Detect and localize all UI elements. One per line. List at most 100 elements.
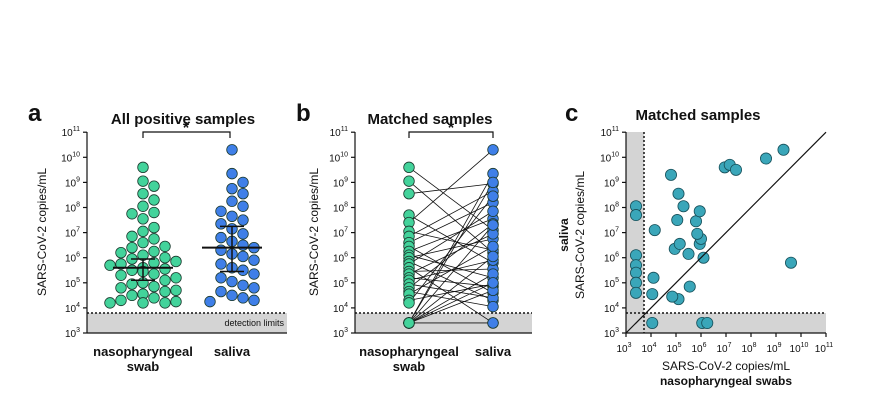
panel-a-point-saliva-28 xyxy=(248,282,260,294)
panel-b-pair-line-2 xyxy=(408,183,494,195)
panel-a-point-nasopharyngeal-23 xyxy=(115,258,127,270)
panel-b-category-nasopharyngeal: nasopharyngeal xyxy=(359,344,459,359)
panel-c-xtick-label-7: 107 xyxy=(716,342,731,355)
panel-c-point-33 xyxy=(777,143,790,156)
panel-b-pair-line-25 xyxy=(408,173,494,324)
panel-b-ytick-label-6: 106 xyxy=(333,252,348,265)
panel-c-title: Matched samples xyxy=(635,107,760,124)
panel-c-point-27 xyxy=(701,316,714,329)
panel-b-title: Matched samples xyxy=(367,111,492,128)
panel-c-xtick-label-8: 108 xyxy=(741,342,756,355)
panel-c-points xyxy=(630,143,798,329)
panel-c-point-20 xyxy=(666,290,679,303)
panel-a-point-nasopharyngeal-31 xyxy=(170,272,182,284)
panel-b-point-nasopharyngeal-32 xyxy=(403,317,415,329)
panel-c-point-4 xyxy=(630,266,643,279)
panel-a-ytick-label-6: 106 xyxy=(65,252,80,265)
panel-a-point-saliva-9 xyxy=(237,214,249,226)
panel-a-point-saliva-13 xyxy=(215,231,227,244)
panel-a-point-saliva-24 xyxy=(248,268,260,280)
panel-a-point-saliva-8 xyxy=(226,210,238,222)
panel-a-point-nasopharyngeal-43 xyxy=(170,295,182,308)
panel-c-ylabel-bold: saliva xyxy=(557,218,571,252)
panel-a-point-saliva-27 xyxy=(237,279,249,292)
panel-c-ytick-label-4: 104 xyxy=(604,302,619,315)
panel-a-title: All positive samples xyxy=(111,111,255,128)
panel-a-point-nasopharyngeal-14 xyxy=(159,240,171,253)
panel-c-point-10 xyxy=(646,316,659,329)
panel-b-point-saliva-30 xyxy=(487,277,499,289)
panel-a-category-nasopharyngeal: nasopharyngeal xyxy=(93,344,193,359)
panel-c-point-7 xyxy=(646,288,659,301)
panel-a-letter: a xyxy=(28,100,42,127)
panel-b-significance-bracket xyxy=(408,131,494,138)
panel-b-point-saliva-24 xyxy=(487,190,499,202)
panel-c-ytick-label-7: 107 xyxy=(604,227,619,240)
panel-b-pair-line-20 xyxy=(408,223,494,289)
panel-b-pair-line-26 xyxy=(408,256,494,324)
panel-a-point-nasopharyngeal-37 xyxy=(170,284,182,297)
panel-c-point-11 xyxy=(665,168,678,181)
panel-b-category-saliva: saliva xyxy=(475,344,512,359)
panel-a-ylabel: SARS-CoV-2 copies/mL xyxy=(35,168,49,296)
panel-c-xtick-label-3: 103 xyxy=(616,342,631,355)
panel-c-ytick-label-3: 103 xyxy=(604,327,619,340)
panel-a-point-saliva-12 xyxy=(237,228,249,240)
panel-b-pair-line-28 xyxy=(408,289,494,324)
panel-a-point-nasopharyngeal-2 xyxy=(148,180,160,192)
panel-c-point-8 xyxy=(647,271,660,284)
panel-c: c Matched samples saliva SARS-CoV-2 copi… xyxy=(557,100,833,388)
panel-c-point-24 xyxy=(691,227,704,240)
panel-b-significance-star: * xyxy=(448,120,455,137)
panel-b-point-nasopharyngeal-2 xyxy=(403,187,415,200)
panel-c-point-17 xyxy=(682,247,695,260)
panel-a-detection-band xyxy=(87,313,287,333)
panel-a-point-nasopharyngeal-30 xyxy=(115,269,127,281)
panel-c-point-31 xyxy=(730,163,743,176)
panel-c-xlabel: SARS-CoV-2 copies/mL xyxy=(662,359,790,373)
panel-c-point-18 xyxy=(683,280,696,293)
panel-a-point-saliva-1 xyxy=(226,167,238,180)
panel-a-point-nasopharyngeal-16 xyxy=(148,245,160,258)
panel-b-ylabel: SARS-CoV-2 copies/mL xyxy=(307,168,321,296)
panel-a-y-ticks: 103 104 105 106 107 108 109 1010 1011 xyxy=(61,126,87,340)
panel-a-point-nasopharyngeal-40 xyxy=(126,289,138,302)
panel-b-point-saliva-21 xyxy=(487,300,499,313)
panel-a-point-nasopharyngeal-42 xyxy=(115,294,127,307)
panel-a-point-saliva-20 xyxy=(248,254,260,266)
panel-b-ytick-label-4: 104 xyxy=(333,302,348,315)
panel-a-point-nasopharyngeal-27 xyxy=(126,264,138,276)
panel-b-point-saliva-32 xyxy=(487,317,499,329)
panel-a-point-saliva-0 xyxy=(226,144,238,156)
panel-a-point-nasopharyngeal-10 xyxy=(137,225,149,238)
panel-a-point-nasopharyngeal-5 xyxy=(137,200,149,212)
panel-b-ytick-label-11: 1011 xyxy=(330,126,348,139)
panel-c-point-16 xyxy=(677,200,690,213)
panel-c-letter: c xyxy=(565,100,578,127)
panel-b-ytick-label-10: 1010 xyxy=(329,151,348,164)
panel-a-point-nasopharyngeal-32 xyxy=(159,274,171,286)
panel-a-point-nasopharyngeal-4 xyxy=(148,194,160,206)
panel-b-pair-line-13 xyxy=(408,210,494,265)
panel-a-point-saliva-25 xyxy=(215,272,227,284)
panel-a-point-nasopharyngeal-35 xyxy=(148,280,160,293)
panel-a-ytick-label-5: 105 xyxy=(65,277,80,290)
panel-a-point-nasopharyngeal-6 xyxy=(148,206,160,219)
panel-b-pair-line-27 xyxy=(408,273,494,324)
panel-b: b Matched samples SARS-CoV-2 copies/mL *… xyxy=(296,100,532,374)
panel-a-ytick-label-11: 1011 xyxy=(62,126,80,139)
panel-c-point-2 xyxy=(630,249,643,262)
panel-a-point-saliva-32 xyxy=(248,294,260,307)
panel-c-ytick-label-5: 105 xyxy=(604,277,619,290)
panel-c-point-6 xyxy=(630,286,643,299)
panel-a-point-saliva-5 xyxy=(226,195,238,207)
panel-c-ytick-label-9: 109 xyxy=(604,176,619,189)
panel-b-pair-line-12 xyxy=(408,261,494,301)
panel-b-point-saliva-31 xyxy=(487,176,499,189)
panel-a-point-saliva-23 xyxy=(237,264,249,276)
panel-b-point-saliva-26 xyxy=(487,250,499,263)
panel-a-point-nasopharyngeal-13 xyxy=(137,236,149,249)
panel-c-xtick-label-10: 1010 xyxy=(790,342,809,355)
panel-a-point-nasopharyngeal-7 xyxy=(126,208,138,220)
panel-c-ytick-label-10: 1010 xyxy=(600,151,619,164)
